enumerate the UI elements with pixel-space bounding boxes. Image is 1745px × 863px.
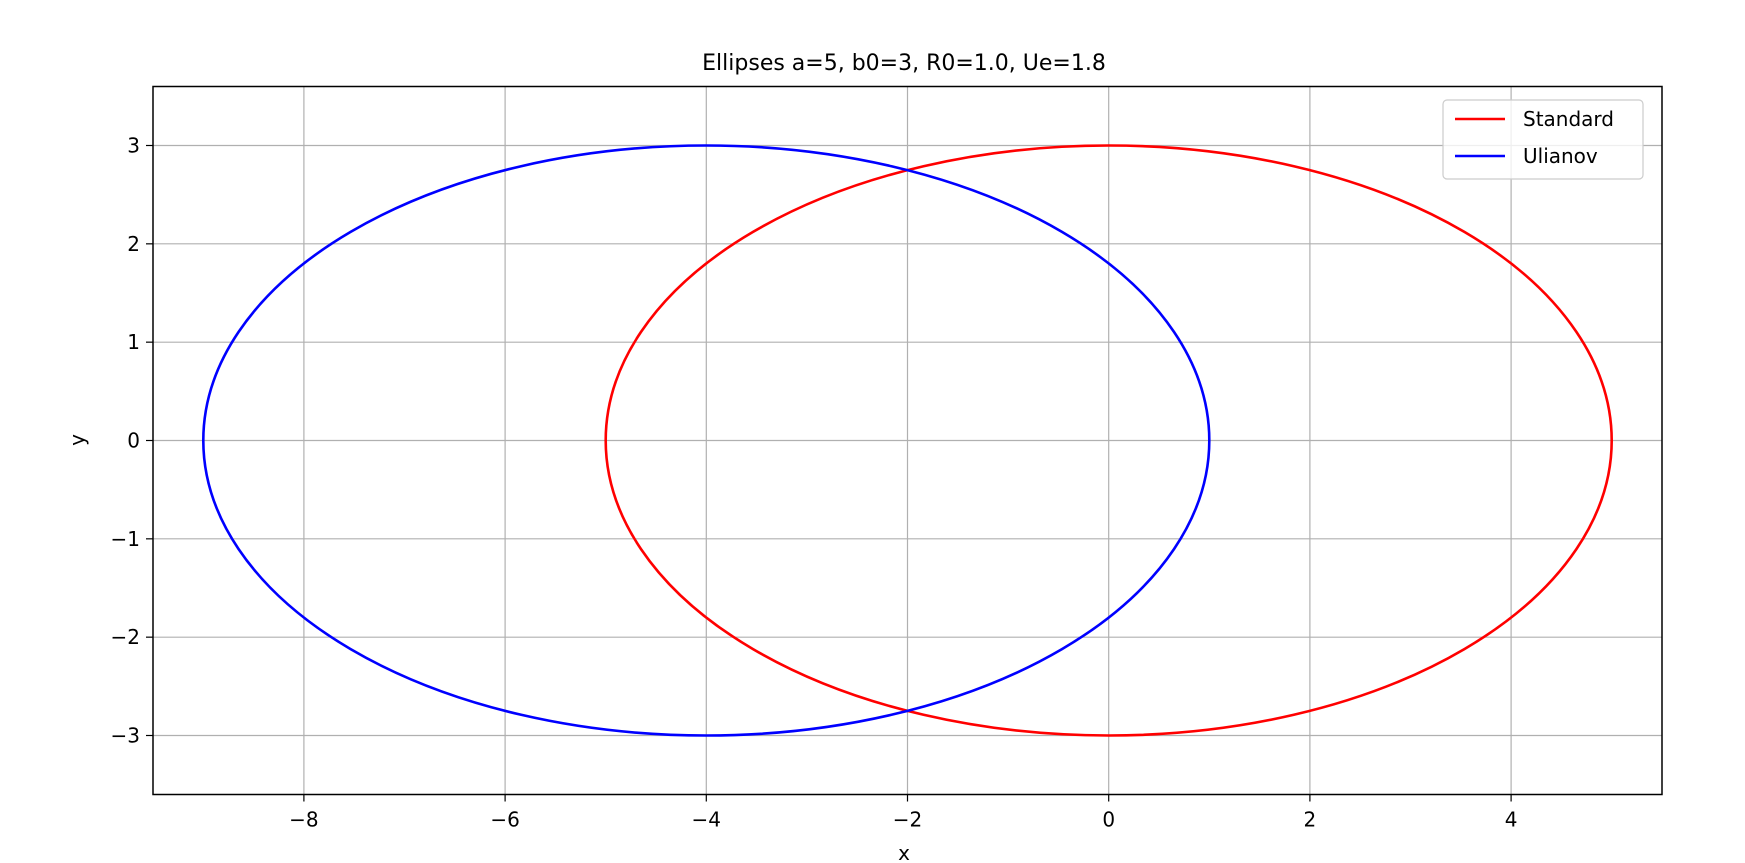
x-axis-label: x xyxy=(898,841,910,863)
x-tick-label: −6 xyxy=(490,808,519,832)
y-axis: −3 −2 −1 0 1 2 3 xyxy=(111,134,153,748)
y-tick-label: −1 xyxy=(111,527,140,551)
legend-label-ulianov: Ulianov xyxy=(1523,144,1598,168)
legend: Standard Ulianov xyxy=(1442,99,1644,180)
x-tick-label: 0 xyxy=(1102,808,1115,832)
chart-title: Ellipses a=5, b0=3, R0=1.0, Ue=1.8 xyxy=(702,51,1106,76)
y-tick-label: 3 xyxy=(127,134,140,158)
x-axis: −8 −6 −4 −2 0 2 4 xyxy=(289,794,1518,832)
y-axis-label: y xyxy=(65,434,89,446)
y-tick-label: −2 xyxy=(111,625,140,649)
plot-series xyxy=(201,144,1613,737)
x-tick-label: −8 xyxy=(289,808,318,832)
grid-lines xyxy=(153,86,1662,795)
y-tick-label: 2 xyxy=(127,232,140,256)
series-line-ulianov xyxy=(201,144,1211,737)
x-tick-label: 4 xyxy=(1505,808,1518,832)
y-tick-label: 1 xyxy=(127,330,140,354)
x-tick-label: −2 xyxy=(893,808,922,832)
legend-label-standard: Standard xyxy=(1523,107,1614,131)
y-tick-label: 0 xyxy=(127,429,140,453)
series-line-standard xyxy=(604,144,1613,737)
y-tick-label: −3 xyxy=(111,724,140,748)
x-tick-label: 2 xyxy=(1304,808,1317,832)
x-tick-label: −4 xyxy=(692,808,721,832)
